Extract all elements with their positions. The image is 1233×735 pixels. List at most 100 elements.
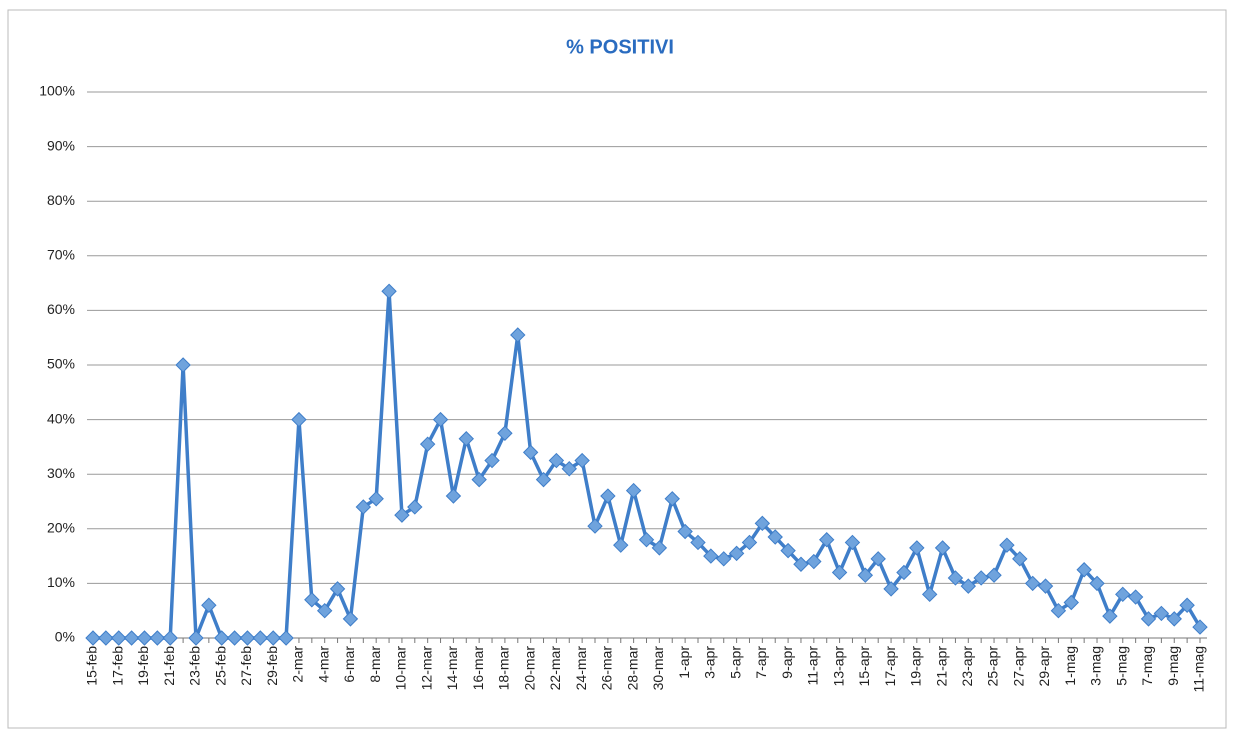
- x-tick-label: 24-mar: [573, 646, 589, 691]
- x-tick-label: 11-apr: [805, 646, 821, 686]
- data-point: [522, 444, 539, 461]
- x-tick-label: 10-mar: [393, 646, 409, 691]
- x-tick-label: 4-mar: [315, 646, 331, 683]
- x-tick-label: 27-apr: [1010, 646, 1026, 687]
- y-tick-label: 20%: [47, 520, 75, 536]
- data-point: [149, 630, 166, 646]
- data-point: [1050, 602, 1067, 619]
- data-point: [1127, 589, 1144, 605]
- data-point: [664, 491, 680, 507]
- data-point: [831, 564, 848, 581]
- data-point: [934, 540, 951, 556]
- y-tick-label: 70%: [47, 247, 75, 263]
- x-tick-label: 2-mar: [290, 646, 306, 683]
- data-point: [587, 518, 603, 534]
- data-point: [600, 488, 616, 504]
- data-point: [651, 540, 668, 556]
- data-point: [548, 452, 565, 469]
- data-point: [716, 551, 732, 567]
- data-point: [188, 630, 204, 646]
- data-point: [510, 327, 526, 343]
- data-point: [214, 630, 230, 646]
- x-tick-label: 20-mar: [521, 646, 537, 691]
- data-point: [291, 411, 307, 428]
- data-point: [883, 581, 899, 597]
- data-point: [368, 491, 384, 507]
- data-point: [381, 283, 397, 299]
- data-point: [111, 630, 127, 646]
- data-point: [329, 581, 346, 597]
- x-tick-label: 23-apr: [959, 646, 975, 687]
- data-point: [239, 630, 256, 646]
- data-point: [574, 452, 590, 469]
- x-tick-label: 16-mar: [470, 646, 486, 691]
- y-tick-label: 90%: [47, 137, 75, 153]
- data-point: [857, 567, 874, 583]
- x-tick-label: 28-mar: [624, 646, 640, 691]
- data-point: [1102, 608, 1118, 624]
- x-tick-label: 27-feb: [238, 646, 254, 686]
- data-point: [1166, 611, 1182, 627]
- x-tick-label: 15-feb: [84, 646, 100, 686]
- data-point: [921, 586, 938, 603]
- data-point: [407, 499, 423, 515]
- x-tick-label: 22-mar: [547, 646, 563, 691]
- x-tick-label: 17-apr: [882, 646, 898, 687]
- data-point: [793, 556, 809, 572]
- x-tick-label: 18-mar: [496, 646, 512, 691]
- x-tick-label: 29-feb: [264, 646, 280, 686]
- data-point: [1076, 562, 1092, 578]
- x-tick-label: 5-apr: [727, 646, 743, 679]
- x-tick-label: 26-mar: [599, 646, 615, 691]
- data-point: [445, 488, 462, 504]
- data-point: [484, 452, 500, 469]
- data-point: [419, 436, 436, 452]
- x-tick-label: 14-mar: [444, 646, 460, 691]
- data-point: [819, 532, 835, 548]
- data-point: [561, 461, 577, 477]
- x-tick-label: 5-mag: [1113, 646, 1129, 686]
- data-point: [265, 630, 281, 646]
- data-point: [1179, 597, 1195, 613]
- data-point: [1037, 578, 1054, 594]
- x-tick-label: 8-mar: [367, 646, 383, 683]
- x-tick-label: 3-mag: [1088, 646, 1104, 686]
- x-tick-label: 21-feb: [161, 646, 177, 686]
- data-point: [304, 592, 320, 608]
- data-point: [909, 540, 925, 556]
- data-point: [625, 482, 642, 499]
- data-point: [728, 545, 745, 562]
- data-point: [394, 507, 410, 523]
- x-tick-label: 11-mag: [1191, 646, 1207, 692]
- x-tick-label: 6-mar: [341, 646, 357, 683]
- x-tick-label: 1-apr: [676, 646, 692, 679]
- data-point: [1012, 551, 1028, 567]
- data-point: [342, 611, 359, 627]
- data-point: [535, 471, 552, 488]
- data-point: [316, 602, 333, 619]
- x-tick-label: 7-mag: [1139, 646, 1155, 686]
- data-point: [999, 537, 1015, 553]
- data-point: [471, 471, 487, 488]
- data-point: [201, 597, 217, 613]
- data-point: [1063, 594, 1079, 611]
- data-point: [960, 578, 977, 594]
- data-point: [1089, 575, 1105, 592]
- data-point: [741, 534, 758, 551]
- x-tick-label: 9-mag: [1165, 646, 1181, 686]
- data-point: [677, 523, 693, 540]
- y-tick-label: 100%: [39, 83, 75, 99]
- x-tick-label: 19-apr: [908, 646, 924, 687]
- chart-title: % POSITIVI: [566, 36, 674, 58]
- data-point: [226, 630, 243, 646]
- data-point: [986, 567, 1002, 583]
- x-tick-label: 19-feb: [135, 646, 151, 686]
- data-point: [123, 630, 140, 646]
- data-point: [690, 534, 706, 551]
- x-tick-label: 1-mag: [1062, 646, 1078, 686]
- x-tick-label: 23-feb: [187, 646, 203, 686]
- x-tick-label: 15-apr: [856, 646, 872, 687]
- data-point: [1024, 575, 1041, 592]
